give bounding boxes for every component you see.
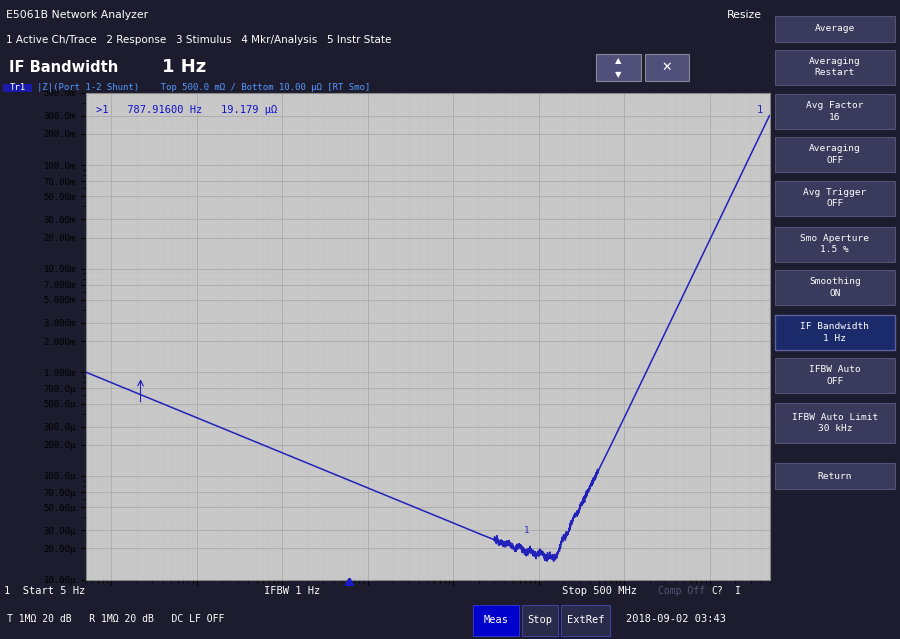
Text: T 1MΩ 20 dB   R 1MΩ 20 dB   DC LF OFF: T 1MΩ 20 dB R 1MΩ 20 dB DC LF OFF (7, 613, 225, 624)
Text: Meas: Meas (483, 615, 508, 626)
Text: Stop 500 MHz: Stop 500 MHz (562, 586, 636, 596)
Text: IFBW 1 Hz: IFBW 1 Hz (265, 586, 320, 596)
Text: Resize: Resize (727, 10, 761, 20)
Text: IFBW Auto
OFF: IFBW Auto OFF (809, 366, 860, 386)
Bar (775, 180, 895, 216)
Bar (472, 605, 519, 636)
Text: IF Bandwidth
1 Hz: IF Bandwidth 1 Hz (800, 322, 869, 343)
Bar (775, 95, 895, 129)
Bar (775, 137, 895, 172)
Text: >1   787.91600 Hz   19.179 μΩ: >1 787.91600 Hz 19.179 μΩ (95, 105, 277, 115)
Text: Tr1: Tr1 (10, 83, 26, 93)
Bar (522, 605, 558, 636)
Bar (775, 226, 895, 262)
Text: Smo Aperture
1.5 %: Smo Aperture 1.5 % (800, 234, 869, 254)
Text: Averaging
OFF: Averaging OFF (809, 144, 860, 165)
Text: IFBW Auto Limit
30 kHz: IFBW Auto Limit 30 kHz (792, 413, 878, 433)
Text: Avg Trigger
OFF: Avg Trigger OFF (803, 188, 867, 208)
Text: C?: C? (712, 586, 724, 596)
Bar (3, 84, 32, 92)
Bar (597, 54, 641, 81)
Text: ▲: ▲ (616, 56, 622, 65)
Text: 1 Active Ch/Trace   2 Response   3 Stimulus   4 Mkr/Analysis   5 Instr State: 1 Active Ch/Trace 2 Response 3 Stimulus … (6, 35, 392, 45)
Text: Average: Average (814, 24, 855, 33)
Text: ▼: ▼ (616, 70, 622, 79)
Text: 1 Hz: 1 Hz (162, 58, 206, 76)
Bar (775, 358, 895, 394)
Bar (775, 403, 895, 443)
Bar (775, 315, 895, 350)
Bar (644, 54, 689, 81)
Text: 2018-09-02 03:43: 2018-09-02 03:43 (626, 613, 725, 624)
Text: IF Bandwidth: IF Bandwidth (9, 59, 119, 75)
Text: Averaging
Restart: Averaging Restart (809, 57, 860, 77)
Text: Smoothing
ON: Smoothing ON (809, 277, 860, 298)
Text: 1: 1 (756, 105, 762, 115)
Text: Comp Off: Comp Off (658, 586, 705, 596)
Bar (775, 270, 895, 305)
Text: I: I (735, 586, 741, 596)
Text: ExtRef: ExtRef (567, 615, 604, 626)
Bar (561, 605, 610, 636)
Bar (775, 463, 895, 489)
Text: E5061B Network Analyzer: E5061B Network Analyzer (6, 10, 148, 20)
Bar (775, 16, 895, 42)
Bar (775, 50, 895, 85)
Text: ✕: ✕ (662, 61, 672, 73)
Text: Stop: Stop (527, 615, 553, 626)
Text: |Z|(Port 1-2 Shunt)    Top 500.0 mΩ / Bottom 10.00 μΩ [RT Smo]: |Z|(Port 1-2 Shunt) Top 500.0 mΩ / Botto… (37, 83, 370, 93)
Text: 1  Start 5 Hz: 1 Start 5 Hz (4, 586, 85, 596)
Text: 1: 1 (524, 526, 529, 535)
Text: Avg Factor
16: Avg Factor 16 (806, 102, 863, 122)
Text: Return: Return (817, 472, 852, 481)
